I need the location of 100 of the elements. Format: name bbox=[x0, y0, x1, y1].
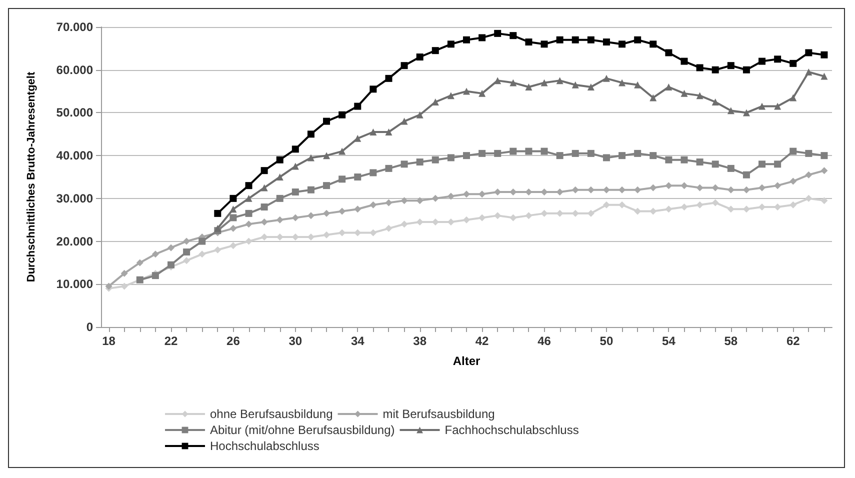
x-axis-title: Alter bbox=[452, 354, 480, 368]
point bbox=[727, 206, 734, 213]
point bbox=[447, 92, 454, 100]
x-tick-label: 38 bbox=[413, 334, 427, 348]
point bbox=[510, 32, 517, 40]
point bbox=[540, 79, 548, 86]
point bbox=[478, 214, 486, 222]
point bbox=[494, 150, 502, 157]
y-axis-title: Durchschnittliches Brutto-Jahresentgelt bbox=[26, 72, 38, 282]
point bbox=[400, 118, 408, 125]
legend-label: Abitur (mit/ohne Berufsausbildung) bbox=[210, 423, 395, 437]
y-tick-label: 20.000 bbox=[56, 234, 94, 248]
point bbox=[136, 259, 144, 266]
point bbox=[167, 244, 174, 252]
point bbox=[602, 201, 610, 208]
point bbox=[354, 229, 362, 236]
point bbox=[230, 214, 237, 222]
point bbox=[805, 171, 812, 178]
point bbox=[432, 156, 439, 164]
x-tick-label: 62 bbox=[786, 334, 800, 348]
point bbox=[510, 79, 517, 86]
point bbox=[385, 74, 392, 82]
point bbox=[790, 94, 797, 102]
point bbox=[742, 171, 750, 178]
point bbox=[323, 118, 330, 125]
point bbox=[540, 210, 548, 217]
point bbox=[540, 148, 548, 155]
point bbox=[354, 134, 362, 142]
point bbox=[696, 158, 704, 166]
point bbox=[587, 150, 594, 157]
point bbox=[276, 156, 284, 164]
point bbox=[198, 250, 206, 258]
point bbox=[338, 148, 346, 155]
point bbox=[774, 102, 782, 110]
point bbox=[774, 160, 782, 168]
point bbox=[292, 214, 299, 222]
point bbox=[712, 98, 719, 106]
point bbox=[230, 194, 237, 202]
point bbox=[260, 204, 268, 210]
point bbox=[540, 188, 548, 196]
point bbox=[416, 111, 424, 118]
point bbox=[338, 111, 346, 118]
point bbox=[400, 160, 408, 168]
point bbox=[323, 182, 330, 190]
point bbox=[790, 60, 797, 67]
x-tick-label: 26 bbox=[226, 334, 240, 348]
point bbox=[758, 58, 766, 65]
y-tick-label: 10.000 bbox=[56, 277, 94, 292]
x-tick-label: 54 bbox=[662, 334, 676, 348]
point bbox=[230, 224, 237, 232]
point bbox=[820, 167, 828, 174]
point bbox=[478, 150, 486, 157]
point bbox=[323, 152, 330, 160]
point bbox=[727, 62, 734, 70]
point bbox=[447, 40, 454, 48]
x-tick-label: 50 bbox=[600, 334, 614, 348]
point bbox=[214, 224, 222, 232]
point bbox=[618, 201, 626, 208]
legend-label: Fachhochschulabschluss bbox=[444, 423, 579, 437]
point bbox=[650, 208, 657, 215]
point bbox=[556, 36, 564, 44]
point bbox=[572, 36, 579, 44]
point bbox=[463, 216, 470, 224]
point bbox=[572, 150, 579, 157]
point bbox=[120, 282, 128, 290]
point bbox=[478, 90, 486, 97]
point bbox=[820, 152, 828, 160]
point bbox=[525, 212, 532, 220]
point bbox=[245, 182, 252, 190]
point bbox=[727, 164, 734, 172]
point bbox=[680, 156, 688, 164]
point bbox=[276, 216, 284, 224]
point bbox=[416, 54, 424, 60]
point bbox=[805, 150, 812, 157]
point bbox=[650, 184, 657, 192]
point bbox=[758, 102, 766, 110]
point bbox=[712, 199, 719, 206]
point bbox=[307, 154, 314, 162]
point bbox=[183, 238, 190, 245]
point bbox=[307, 130, 314, 138]
x-tick-label: 22 bbox=[164, 334, 178, 348]
point bbox=[696, 201, 704, 208]
point bbox=[820, 197, 828, 204]
point bbox=[292, 162, 299, 170]
point bbox=[665, 206, 672, 213]
point bbox=[385, 224, 392, 232]
point bbox=[400, 220, 408, 228]
point bbox=[665, 182, 672, 190]
point bbox=[696, 92, 704, 100]
point bbox=[432, 47, 439, 54]
point bbox=[447, 192, 454, 200]
point bbox=[354, 206, 362, 213]
point bbox=[385, 164, 392, 172]
y-tick-label: 60.000 bbox=[56, 62, 94, 77]
point bbox=[198, 238, 206, 245]
point bbox=[602, 38, 610, 46]
point bbox=[214, 246, 222, 254]
point bbox=[587, 186, 594, 194]
point bbox=[354, 102, 362, 110]
y-tick-label: 50.000 bbox=[56, 106, 94, 120]
